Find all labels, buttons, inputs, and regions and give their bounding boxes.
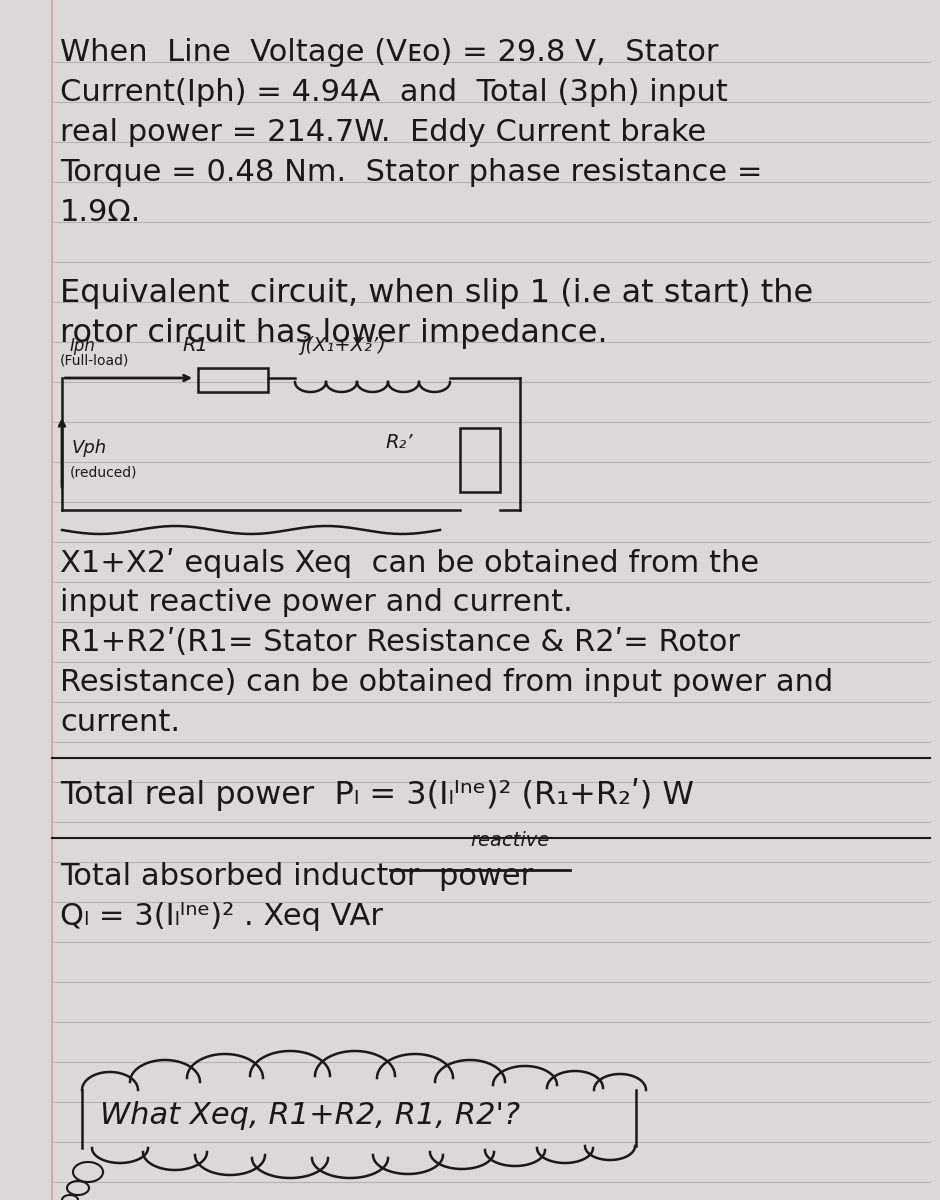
Text: input reactive power and current.: input reactive power and current. bbox=[60, 588, 572, 617]
Text: R₂’: R₂’ bbox=[385, 432, 413, 451]
Text: Total absorbed inductor  power: Total absorbed inductor power bbox=[60, 862, 533, 890]
Text: reactive: reactive bbox=[470, 830, 549, 850]
Text: Total real power  Pₗ = 3(Iₗᴵⁿᵉ)² (R₁+R₂ʹ) W: Total real power Pₗ = 3(Iₗᴵⁿᵉ)² (R₁+R₂ʹ)… bbox=[60, 778, 694, 811]
Text: Iph: Iph bbox=[70, 337, 96, 355]
Text: When  Line  Voltage (Vᴇᴏ) = 29.8 V,  Stator: When Line Voltage (Vᴇᴏ) = 29.8 V, Stator bbox=[60, 38, 718, 67]
Text: X1+X2ʹ equals Xeq  can be obtained from the: X1+X2ʹ equals Xeq can be obtained from t… bbox=[60, 548, 760, 578]
Text: Torque = 0.48 Nm.  Stator phase resistance =: Torque = 0.48 Nm. Stator phase resistanc… bbox=[60, 158, 762, 187]
Text: Current(Iph) = 4.94A  and  Total (3ph) input: Current(Iph) = 4.94A and Total (3ph) inp… bbox=[60, 78, 728, 107]
Text: j(X₁+X₂’): j(X₁+X₂’) bbox=[300, 336, 385, 355]
Text: R1: R1 bbox=[182, 336, 208, 355]
Text: Qₗ = 3(Iₗᴵⁿᵉ)² . Xeq VAr: Qₗ = 3(Iₗᴵⁿᵉ)² . Xeq VAr bbox=[60, 902, 383, 931]
Text: Equivalent  circuit, when slip 1 (i.e at start) the: Equivalent circuit, when slip 1 (i.e at … bbox=[60, 278, 813, 308]
Text: Vph: Vph bbox=[72, 439, 107, 457]
Text: rotor circuit has lower impedance.: rotor circuit has lower impedance. bbox=[60, 318, 607, 349]
Text: 1.9Ω.: 1.9Ω. bbox=[60, 198, 141, 227]
Bar bbox=[198, 368, 268, 392]
Text: real power = 214.7W.  Eddy Current brake: real power = 214.7W. Eddy Current brake bbox=[60, 118, 706, 146]
Text: What Xeq, R1+R2, R1, R2'?: What Xeq, R1+R2, R1, R2'? bbox=[100, 1100, 520, 1129]
Text: R1+R2ʹ(R1= Stator Resistance & R2ʹ= Rotor: R1+R2ʹ(R1= Stator Resistance & R2ʹ= Roto… bbox=[60, 628, 740, 658]
Text: (Full-load): (Full-load) bbox=[60, 354, 130, 368]
Bar bbox=[460, 428, 500, 492]
Text: (reduced): (reduced) bbox=[70, 464, 137, 479]
Text: Resistance) can be obtained from input power and: Resistance) can be obtained from input p… bbox=[60, 668, 833, 697]
Text: current.: current. bbox=[60, 708, 180, 737]
